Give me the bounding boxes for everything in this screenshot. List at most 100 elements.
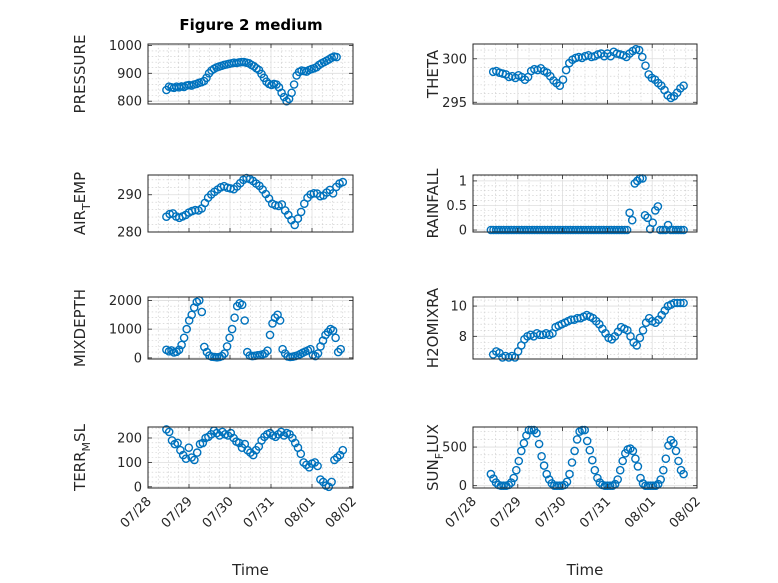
data-point	[512, 465, 521, 475]
axes-frame	[147, 426, 354, 489]
y-tick-label: 0	[134, 480, 142, 495]
data-point	[676, 298, 685, 308]
x-tick-label: 07/29	[488, 494, 525, 531]
data-point	[509, 473, 519, 483]
data-point	[289, 80, 299, 89]
x-axis-label: Time	[231, 561, 269, 579]
y-tick-label: 1000	[109, 323, 142, 338]
data-point	[615, 465, 625, 475]
x-tick-label: 07/30	[532, 494, 569, 531]
data-point	[184, 443, 194, 453]
y-axis-label: MIXDEPTH	[71, 289, 89, 367]
y-axis-label: TERRMSL	[71, 423, 93, 492]
axes-frame	[147, 174, 354, 233]
data-point	[328, 326, 338, 335]
data-point	[222, 342, 232, 351]
data-point	[532, 428, 541, 438]
y-axis-label: PRESSURE	[71, 35, 89, 114]
y-tick-label: 100	[117, 456, 142, 471]
x-tick-label: 07/29	[159, 494, 196, 531]
data-point	[585, 445, 595, 455]
y-tick-label: 295	[442, 96, 467, 111]
y-tick-label: 0	[459, 479, 467, 494]
data-point	[632, 341, 642, 350]
data-point	[671, 446, 681, 456]
data-point	[237, 300, 247, 310]
data-point	[679, 298, 688, 308]
y-tick-label: 500	[442, 441, 467, 456]
data-point	[590, 465, 600, 475]
data-point	[181, 454, 191, 464]
data-point	[622, 225, 632, 235]
data-point	[673, 298, 682, 308]
data-point	[570, 446, 579, 456]
data-point	[327, 477, 336, 487]
data-point	[638, 325, 648, 335]
y-tick-label: 1	[459, 174, 467, 189]
data-point	[177, 340, 186, 350]
y-tick-label: 290	[117, 188, 142, 203]
data-point	[635, 333, 645, 343]
data-point	[679, 225, 688, 235]
data-point	[313, 349, 323, 358]
data-point	[620, 225, 629, 235]
data-point	[663, 220, 673, 230]
data-point	[173, 438, 182, 448]
y-axis-label: H2OMIXRA	[424, 287, 442, 368]
data-point	[338, 445, 348, 455]
data-point	[566, 315, 576, 325]
data-point	[643, 213, 652, 223]
y-tick-label: 900	[117, 67, 142, 82]
axes-frame	[147, 296, 354, 360]
data-point	[661, 454, 671, 464]
data-point	[628, 446, 638, 456]
axes-background	[147, 174, 354, 233]
data-point	[293, 214, 303, 223]
data-point	[565, 469, 574, 479]
y-tick-label: 1000	[109, 39, 142, 54]
data-point	[517, 446, 526, 456]
data-point	[656, 225, 665, 235]
subplot-7: 0 100 200 07/28 07/29 07/30 07/31 08/01 08/02 Tim…	[71, 423, 360, 579]
x-tick-label: 08/02	[323, 494, 360, 531]
data-point	[674, 225, 683, 235]
data-point	[605, 481, 615, 491]
data-point	[593, 473, 602, 483]
x-tick-label: 07/31	[241, 494, 278, 531]
data-point	[217, 351, 227, 361]
data-point	[648, 218, 658, 227]
y-axis-label: AIRTEMP	[71, 172, 93, 235]
data-point	[172, 347, 181, 357]
data-point	[187, 310, 196, 320]
y-tick-label: 280	[117, 226, 142, 241]
subplot-3: 280 290 AIRTEMP	[71, 172, 354, 241]
data-point	[648, 481, 658, 491]
data-point	[562, 477, 572, 487]
y-tick-label: 2000	[109, 294, 142, 309]
data-point	[287, 88, 296, 98]
data-point	[275, 316, 285, 325]
data-point	[179, 333, 189, 343]
data-point	[240, 316, 249, 325]
data-point	[641, 61, 650, 70]
x-tick-label: 07/28	[118, 494, 155, 531]
data-point	[547, 479, 557, 488]
subplot-4: 0 0.5 1 RAINFALL	[424, 168, 698, 239]
data-point	[539, 461, 549, 470]
data-point	[659, 465, 668, 475]
data-point	[332, 52, 341, 62]
x-tick-label: 07/30	[200, 494, 237, 531]
data-point	[669, 438, 678, 448]
data-point	[486, 469, 496, 479]
data-point	[197, 307, 207, 317]
data-point	[588, 455, 597, 465]
data-point	[676, 225, 686, 235]
data-point	[164, 427, 174, 437]
data-point	[603, 481, 612, 491]
x-tick-label: 08/02	[667, 494, 704, 531]
figure-title: Figure 2 medium	[179, 16, 322, 34]
data-point	[625, 208, 634, 218]
y-tick-label: 0.5	[446, 199, 467, 214]
